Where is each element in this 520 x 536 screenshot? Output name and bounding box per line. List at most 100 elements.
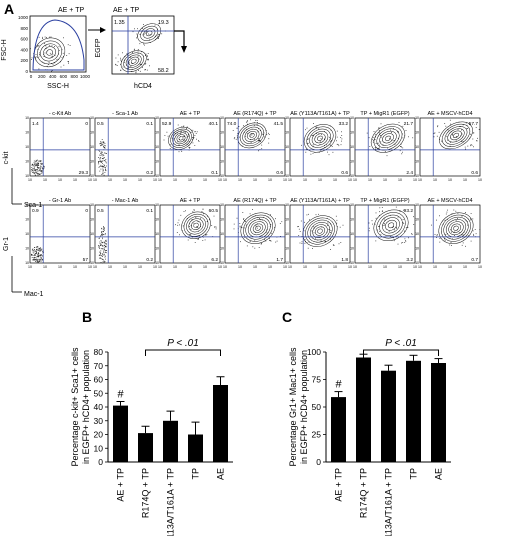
row2-panel-dot (38, 248, 40, 249)
gating-plot-1-dot (51, 55, 53, 57)
row2-panel-dot (437, 234, 438, 236)
row1-panel-dot (336, 143, 338, 145)
row2-panel-dot (255, 225, 257, 227)
row1-panel-dot (103, 144, 105, 146)
gating-plot-2-dot (158, 38, 159, 39)
row2-panel-dot (179, 224, 180, 226)
row2-panel-dot (102, 259, 104, 260)
row1-panel-dot (103, 174, 105, 176)
row1-panel-dot (39, 169, 41, 171)
row2-panel-contour (193, 222, 199, 228)
row1-panel-q-ul: 52.9 (162, 121, 172, 127)
row1-panel-dot (103, 146, 104, 147)
row2-panel-dot (35, 261, 36, 262)
row2-panel-dot (472, 218, 474, 220)
row1-panel-dot (37, 168, 39, 169)
chart-b-ytick-label: 80 (94, 347, 104, 357)
gating-plot-1-xtick: 200 (38, 74, 46, 79)
row2-panel-dot (100, 235, 101, 237)
gating-plot-2-lr: 58.2 (158, 68, 169, 74)
row1-panel-contour (444, 126, 468, 145)
row1-panel-dot (321, 133, 322, 135)
row1-panel-title: AE + MSCV-hCD4 (427, 111, 472, 117)
row1-panel-dot (378, 147, 379, 149)
row1-panel-dot (434, 132, 436, 134)
row2-panel-dot (455, 220, 457, 222)
row2-panel-ytick: 10 (220, 232, 224, 236)
row2-panel-dot (102, 262, 103, 264)
row2-panel-contour (453, 225, 459, 231)
gating-plot-1-dot (62, 52, 64, 54)
row2-panel-dot (190, 234, 192, 236)
row1-panel-dot (196, 138, 197, 140)
row1-panel-xtick: 10 (108, 178, 112, 182)
row2-panel-contour (450, 223, 462, 233)
row1-panel-dot (366, 132, 368, 134)
chart-c-category-label: TP (409, 468, 419, 480)
row2-panel-dot (35, 246, 37, 248)
row2-panel-ytick: 10 (350, 261, 354, 265)
row2-panel-dot (451, 245, 452, 246)
row1-panel-dot (475, 127, 477, 128)
row2-panel-dot (106, 243, 107, 245)
row1-panel-dot (405, 130, 407, 131)
gating-plot-2-dot (139, 63, 141, 65)
gating-plot-2-dot (117, 61, 119, 63)
row2-panel-dot (473, 233, 474, 235)
gating-plot-1-dot (58, 50, 60, 51)
row2-panel-dot (270, 240, 271, 241)
row2-panel-dot (40, 249, 42, 251)
row1-panel-dot (104, 165, 105, 166)
row2-panel-dot (103, 254, 105, 256)
row2-panel-dot (470, 218, 471, 220)
row2-panel-dot (413, 216, 414, 218)
row2-panel-dot (35, 259, 37, 261)
row2-panel-dot (194, 242, 196, 243)
row2-panel-dot (479, 229, 481, 230)
row2-panel-dot (382, 225, 384, 226)
row2-panel-dot (40, 254, 41, 256)
row2-panel-xtick: 10 (433, 265, 437, 269)
row1-panel-dot (452, 134, 453, 136)
row1-panel-dot (239, 136, 241, 138)
gating-plot-1-contour (40, 43, 60, 62)
row1-panel-dot (260, 141, 261, 142)
row2-panel-ytick: 10 (350, 203, 354, 207)
chart-c-bar (356, 357, 371, 462)
row1-panel-dot (180, 133, 182, 135)
row2-panel-q-lr: 0.7 (471, 257, 478, 263)
row1-panel-dot (250, 135, 251, 137)
row2-panel-dot (266, 232, 268, 234)
row1-panel-dot (101, 142, 103, 144)
row1-panel-dot (433, 133, 435, 134)
row1-panel-dot (179, 139, 181, 140)
row1-panel-dot (102, 155, 104, 157)
row1-panel-dot (104, 160, 105, 161)
row2-panel-dot (368, 222, 370, 224)
gating-plot-2-dot (146, 69, 148, 71)
row2-panel-ytick: 10 (90, 232, 94, 236)
row1-panel-dot (384, 151, 386, 152)
gating-plot-1-dot (63, 64, 65, 66)
row2-panel-dot (274, 227, 275, 228)
row1-panel-dot (103, 141, 105, 143)
gating-plot-2-dot (154, 24, 156, 26)
row1-panel-dot (325, 144, 327, 146)
gating-plot-1-contour (34, 37, 66, 68)
row1-panel-contour (178, 136, 184, 141)
row1-panel-dot (100, 161, 102, 163)
row1-panel-xtick: 10 (138, 178, 142, 182)
row1-panel-dot (258, 140, 259, 142)
chart-b-significance-bracket (145, 349, 221, 356)
row1-panel-dot (467, 145, 469, 147)
row1-panel-ytick: 10 (350, 160, 354, 164)
row1-panel-dot (444, 123, 446, 124)
row2-panel-dot (397, 216, 399, 218)
gating-plot-2-dot (139, 34, 141, 35)
row1-panel-dot (99, 170, 101, 172)
row2-panel-dot (450, 229, 451, 231)
row1-panel-dot (103, 157, 105, 158)
gating-plot-1-dot (48, 64, 49, 65)
gating-plot-1-dot (52, 64, 54, 66)
row2-panel-dot (37, 259, 39, 261)
